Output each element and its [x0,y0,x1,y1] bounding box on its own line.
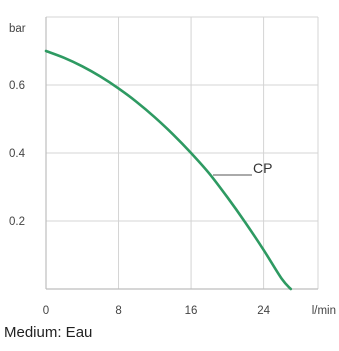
axis-layer [45,17,318,290]
series-line-cp [44,49,293,291]
x-tick-label: 0 [43,305,49,317]
y-axis-unit-label: bar [9,23,26,35]
y-tick-label: 0.6 [9,80,25,92]
y-tick-label: 0.4 [9,148,26,160]
label-layer: 0 8 16 24 l/min 0.2 0.4 0.6 bar CP [9,23,336,317]
x-tick-label: 24 [257,305,270,317]
x-axis-unit-label: l/min [312,305,336,317]
series-label: CP [253,160,272,176]
x-tick-label: 8 [115,305,121,317]
x-tick-label: 16 [185,305,198,317]
medium-caption: Medium: Eau [4,324,93,341]
grid-layer [46,16,319,289]
y-tick-label: 0.2 [9,216,25,228]
series-layer [44,49,293,291]
